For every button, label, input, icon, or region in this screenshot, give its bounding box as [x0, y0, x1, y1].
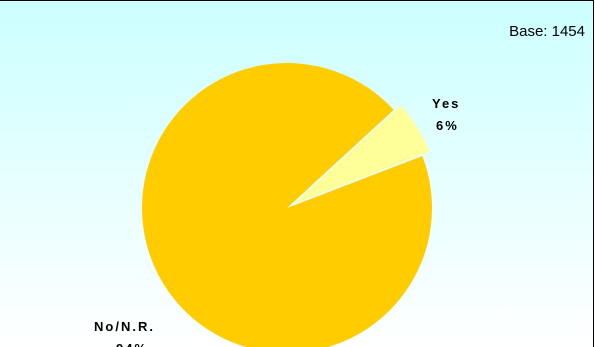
pie-slice-no-n-r	[142, 63, 432, 347]
pie-slice-yes	[293, 105, 430, 204]
base-note: Base: 1454	[509, 23, 585, 40]
slice-percent-no-n-r: 94%	[116, 341, 148, 347]
slice-label-no-n-r: No/N.R.	[94, 319, 155, 334]
slice-percent-yes: 6%	[436, 118, 459, 133]
slice-label-yes: Yes	[432, 96, 460, 111]
